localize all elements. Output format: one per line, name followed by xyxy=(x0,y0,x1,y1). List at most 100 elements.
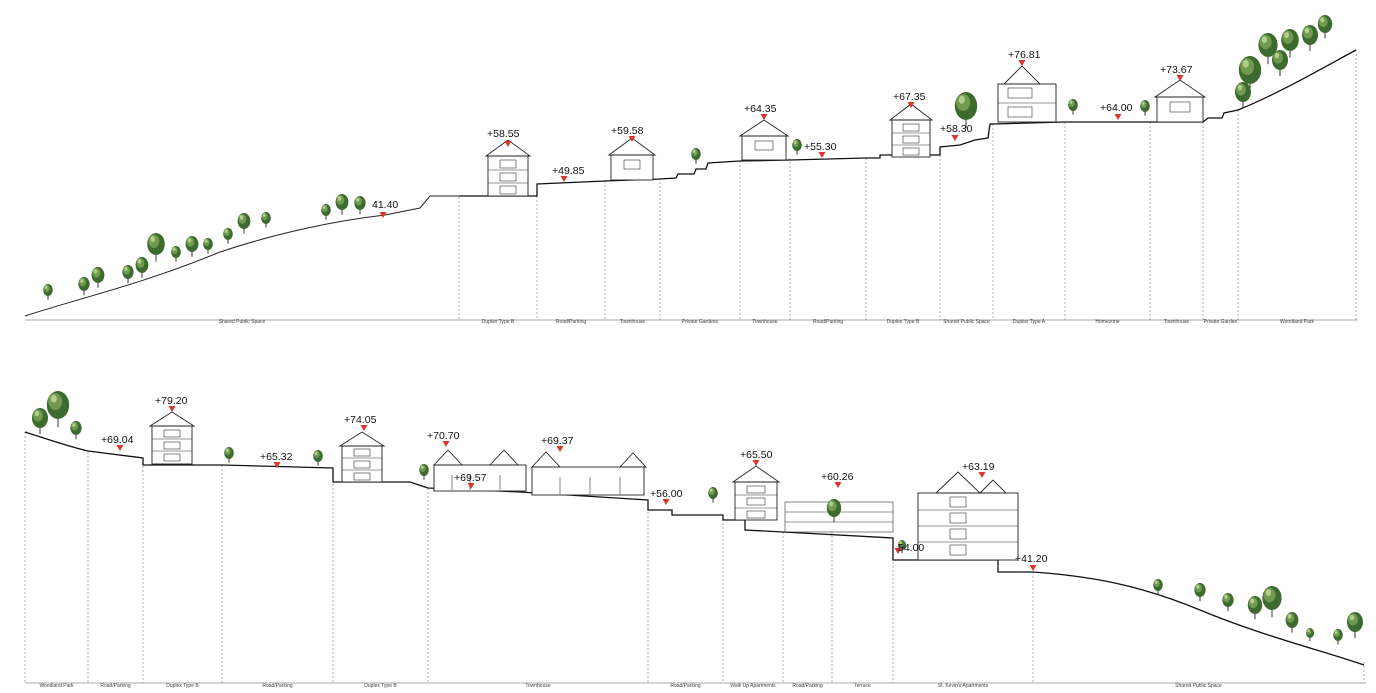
zone-label: Townhouse xyxy=(752,319,778,325)
section-1-ground-line xyxy=(459,49,1357,197)
elevation-label: +58.30 xyxy=(940,123,973,135)
elevation-marker-icon xyxy=(273,462,281,468)
elevation-label: +65.32 xyxy=(260,451,293,463)
tree-icon xyxy=(313,450,323,466)
elevation-label: +60.26 xyxy=(821,471,854,483)
zone-label: Duplex Type B xyxy=(166,683,199,689)
tree-icon xyxy=(1347,612,1363,638)
zone-label: Road/Parking xyxy=(792,683,823,689)
zone-label: Shared Public Space xyxy=(219,319,266,325)
section-1-terrain-slope xyxy=(24,195,459,317)
tree-icon xyxy=(826,499,842,523)
tree-icon xyxy=(1285,612,1299,633)
zone-label: Townhouse xyxy=(1164,319,1190,325)
zone-label: Duplex Type B xyxy=(482,319,515,325)
zone-label: Road/Parking xyxy=(262,683,293,689)
tree-icon xyxy=(1258,33,1278,65)
zone-label: Duplex Type B xyxy=(364,683,397,689)
elevation-marker-icon xyxy=(1018,60,1026,66)
tree-icon xyxy=(224,447,234,463)
building-townhouse-3 xyxy=(1153,79,1207,123)
elevation-marker-icon xyxy=(556,446,564,452)
elevation-label: +76.81 xyxy=(1008,49,1041,61)
zone-label: Shared Public Space xyxy=(1175,683,1222,689)
elevation-marker-icon xyxy=(907,102,915,108)
elevation-marker-icon xyxy=(1029,565,1037,571)
zone-label: Townhouse xyxy=(525,683,551,689)
tree-icon xyxy=(419,464,429,480)
elevation-label: +64.35 xyxy=(744,103,777,115)
elevation-marker-icon xyxy=(662,499,670,505)
zone-label: Road/Parking xyxy=(670,683,701,689)
elevation-marker-icon xyxy=(752,460,760,466)
elevation-label: +65.50 xyxy=(740,449,773,461)
building-townhouse-1 xyxy=(607,137,657,181)
tree-icon xyxy=(898,540,906,553)
elevation-marker-icon xyxy=(379,212,387,218)
building-duplex-b-1 xyxy=(484,139,532,197)
elevation-label: +69.04 xyxy=(101,434,134,446)
zone-label: Homezone xyxy=(1095,319,1119,325)
elevation-label: +70.70 xyxy=(427,430,460,442)
zone-label: Townhouse xyxy=(620,319,646,325)
section-1 xyxy=(24,49,1358,321)
tree-icon xyxy=(147,233,165,262)
tree-icon xyxy=(1140,100,1150,116)
tree-icon xyxy=(691,148,701,164)
zone-label: Woodland Park xyxy=(1280,319,1315,325)
elevation-marker-icon xyxy=(116,445,124,451)
elevation-marker-icon xyxy=(504,141,512,147)
tree-icon xyxy=(43,284,53,300)
tree-icon xyxy=(185,236,199,257)
zone-label: Duplex Type A xyxy=(1013,319,1046,325)
tree-icon xyxy=(708,487,718,503)
elevation-marker-icon xyxy=(760,114,768,120)
elevation-label: +67.35 xyxy=(893,91,926,103)
section-1-elevation-labels: 41.40 +58.55 +49.85 +59.58 +64.35 +55.30… xyxy=(372,49,1193,211)
tree-icon xyxy=(1262,586,1282,618)
elevation-label: +49.85 xyxy=(552,165,585,177)
tree-icon xyxy=(223,228,233,244)
tree-icon xyxy=(70,421,82,440)
elevation-label: +69.57 xyxy=(454,472,487,484)
elevation-marker-icon xyxy=(834,482,842,488)
building-townhouse-2 xyxy=(738,119,790,161)
tree-icon xyxy=(1302,25,1318,51)
elevation-label: +59.58 xyxy=(611,125,644,137)
building-duplex-a xyxy=(997,65,1057,123)
tree-icon xyxy=(261,212,271,228)
elevation-marker-icon xyxy=(560,176,568,182)
zone-label: Woodland Park xyxy=(39,683,74,689)
zone-label: Private Gardens xyxy=(682,319,719,325)
zone-label: Duplex Type B xyxy=(887,319,920,325)
tree-icon xyxy=(1272,50,1288,76)
tree-icon xyxy=(1281,29,1299,58)
elevation-label: +79.20 xyxy=(155,395,188,407)
zone-label: Road/Parking xyxy=(100,683,131,689)
tree-icon xyxy=(1247,596,1263,620)
tree-icon xyxy=(32,408,48,434)
tree-icon xyxy=(1222,593,1234,612)
elevation-marker-icon xyxy=(818,152,826,158)
zone-label: St. Kevin's Apartments xyxy=(938,683,989,689)
building-walk-up-apartments xyxy=(731,465,781,521)
elevation-label: +55.30 xyxy=(804,141,837,153)
section-2 xyxy=(24,411,1366,684)
tree-icon xyxy=(237,213,251,234)
building-duplex-b-3 xyxy=(148,411,196,465)
zone-label: Terrace xyxy=(854,683,871,689)
tree-icon xyxy=(1068,99,1078,115)
building-duplex-b-2 xyxy=(888,103,934,158)
tree-icon xyxy=(122,265,134,284)
elevation-label: +64.00 xyxy=(1100,102,1133,114)
section-2-elevation-labels: +79.20 +69.04 +65.32 +74.05 +70.70 +69.3… xyxy=(101,395,1048,565)
zone-label: Road/Parking xyxy=(556,319,587,325)
building-st-kevins-apartments xyxy=(917,471,1019,561)
zone-label: Private Garden xyxy=(1204,319,1238,325)
elevation-marker-icon xyxy=(467,483,475,489)
elevation-label: +56.00 xyxy=(650,488,683,500)
elevation-marker-icon xyxy=(951,135,959,141)
zone-label: Shared Public Space xyxy=(943,319,990,325)
elevation-marker-icon xyxy=(894,548,902,554)
tree-icon xyxy=(954,92,978,129)
